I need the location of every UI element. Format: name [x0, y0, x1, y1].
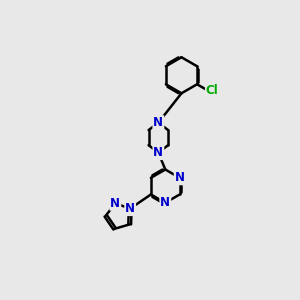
Text: N: N — [110, 197, 120, 210]
Text: N: N — [153, 146, 164, 159]
Text: Cl: Cl — [206, 84, 219, 97]
Text: N: N — [175, 171, 185, 184]
Text: N: N — [160, 196, 170, 209]
Text: N: N — [153, 116, 164, 129]
Text: N: N — [125, 202, 135, 215]
